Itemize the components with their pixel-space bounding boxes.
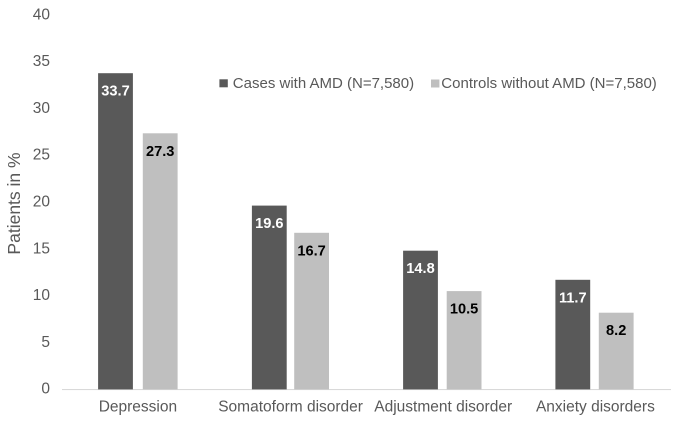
svg-text:Cases with AMD (N=7,580): Cases with AMD (N=7,580) [233,75,414,92]
svg-text:10: 10 [33,287,51,304]
svg-text:5: 5 [41,334,50,351]
svg-text:19.6: 19.6 [255,216,283,232]
svg-text:33.7: 33.7 [101,84,129,100]
svg-text:14.8: 14.8 [406,261,434,277]
svg-text:35: 35 [33,53,50,70]
svg-text:11.7: 11.7 [559,290,587,306]
svg-text:Adjustment disorder: Adjustment disorder [374,398,512,415]
svg-text:30: 30 [33,100,51,117]
svg-text:Controls without AMD (N=7,580): Controls without AMD (N=7,580) [441,75,657,92]
svg-text:Somatoform disorder: Somatoform disorder [218,398,363,415]
svg-text:Patients in %: Patients in % [4,152,24,254]
svg-text:20: 20 [33,194,51,211]
svg-text:Depression: Depression [99,398,177,415]
svg-text:Anxiety disorders: Anxiety disorders [536,398,655,415]
svg-text:25: 25 [33,147,50,164]
svg-text:16.7: 16.7 [297,243,325,259]
svg-text:0: 0 [41,381,50,398]
svg-text:15: 15 [33,240,50,257]
svg-text:40: 40 [33,6,51,23]
svg-text:8.2: 8.2 [606,323,626,339]
svg-text:10.5: 10.5 [450,302,478,318]
svg-text:27.3: 27.3 [146,144,174,160]
